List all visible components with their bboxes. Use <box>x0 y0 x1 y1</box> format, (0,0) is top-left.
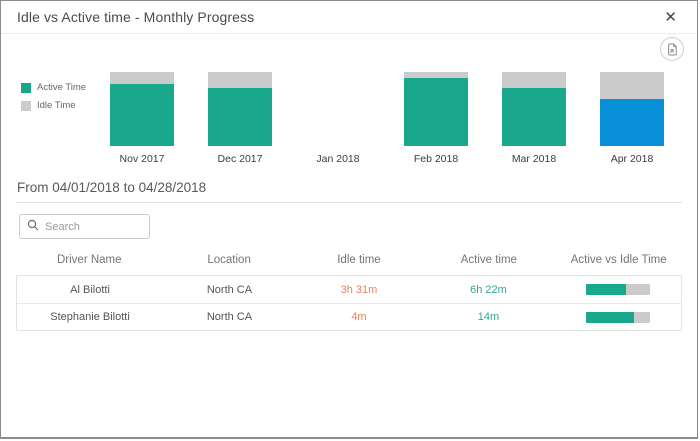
idle-time-segment <box>208 72 272 88</box>
active-cell: 6h 22m <box>470 283 507 296</box>
column-header: Driver Name <box>56 254 122 266</box>
chart-column-feb-2018: Feb 2018 <box>387 72 485 165</box>
table-header-row: Driver Name Location Idle time Active time A… <box>16 254 682 275</box>
period-divider <box>16 202 682 203</box>
month-label: Mar 2018 <box>511 153 557 165</box>
stacked-bar[interactable] <box>600 72 664 146</box>
column-header: Active vs Idle Time <box>570 254 667 266</box>
dialog-titlebar: Idle vs Active time - Monthly Progress ✕ <box>1 1 697 34</box>
month-label: Dec 2017 <box>217 153 263 165</box>
month-label: Apr 2018 <box>610 153 654 165</box>
chart-column-apr-2018: Apr 2018 <box>583 72 681 165</box>
active-vs-idle-ratio-bar <box>585 284 650 295</box>
ratio-bar-fill <box>585 311 634 323</box>
location-cell: North CA <box>206 311 253 323</box>
stacked-bar[interactable] <box>404 72 468 146</box>
idle-time-segment <box>502 72 566 88</box>
search-input[interactable] <box>45 220 142 233</box>
month-label: Feb 2018 <box>413 153 459 165</box>
search-icon <box>27 218 45 236</box>
location-cell: North CA <box>206 283 253 296</box>
table-row[interactable]: Stephanie Bilotti North CA 4m 14m <box>17 303 681 330</box>
table-body: Al Bilotti North CA 3h 31m 6h 22m Stephanie … <box>16 275 682 331</box>
chart-column-jan-2018: Jan 2018 <box>289 72 387 165</box>
active-time-segment <box>110 83 174 146</box>
legend-item: Idle Time <box>21 100 93 111</box>
ratio-bar-fill <box>585 284 626 295</box>
month-label: Nov 2017 <box>119 153 165 165</box>
idle-time-segment <box>110 72 174 84</box>
chart-columns: Nov 2017 Dec 2017 Jan 2018 Feb 2018 Mar 2018… <box>93 72 681 165</box>
active-vs-idle-cell <box>555 284 681 295</box>
active-time-segment <box>404 77 468 146</box>
stacked-bar[interactable] <box>502 72 566 146</box>
active-time-segment <box>600 99 664 146</box>
chart-legend: Active Time Idle Time <box>21 72 93 165</box>
column-header: Location <box>207 254 251 266</box>
month-label: Jan 2018 <box>316 153 360 165</box>
chart-column-mar-2018: Mar 2018 <box>485 72 583 165</box>
active-time-segment <box>208 87 272 146</box>
column-header: Active time <box>460 254 517 266</box>
active-vs-idle-cell <box>555 311 681 323</box>
table-row[interactable]: Al Bilotti North CA 3h 31m 6h 22m <box>17 276 681 303</box>
export-icon <box>666 42 679 56</box>
legend-label: Idle Time <box>37 100 76 111</box>
chart-column-dec-2017: Dec 2017 <box>191 72 289 165</box>
stacked-bar[interactable] <box>110 72 174 146</box>
idle-time-segment <box>600 72 664 100</box>
legend-label: Active Time <box>37 82 87 93</box>
driver-cell: Stephanie Bilotti <box>50 311 130 323</box>
driver-cell: Al Bilotti <box>70 283 110 296</box>
idle-cell: 4m <box>351 311 367 323</box>
monthly-progress-chart: Active Time Idle Time Nov 2017 Dec 2017 Jan… <box>1 34 697 165</box>
drivers-table: Driver Name Location Idle time Active time A… <box>1 254 697 331</box>
chart-column-nov-2017: Nov 2017 <box>93 72 191 165</box>
stacked-bar[interactable] <box>208 72 272 146</box>
search-box <box>19 214 150 239</box>
column-header: Idle time <box>337 254 381 266</box>
legend-swatch-icon <box>21 100 31 111</box>
legend-swatch-icon <box>21 82 31 93</box>
active-cell: 14m <box>477 311 500 323</box>
active-vs-idle-ratio-bar <box>585 311 650 323</box>
period-heading: From 04/01/2018 to 04/28/2018 <box>17 180 207 195</box>
close-icon[interactable]: ✕ <box>660 8 681 27</box>
idle-time-segment <box>404 72 468 78</box>
active-time-segment <box>502 87 566 146</box>
legend-item: Active Time <box>21 82 93 93</box>
dialog-title: Idle vs Active time - Monthly Progress <box>17 9 255 25</box>
idle-cell: 3h 31m <box>340 283 378 296</box>
export-button[interactable] <box>660 37 684 61</box>
stacked-bar <box>306 72 370 146</box>
